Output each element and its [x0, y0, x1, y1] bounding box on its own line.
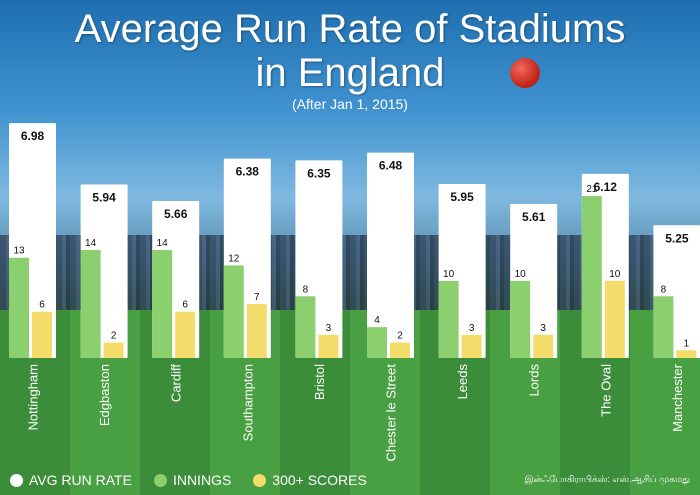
scores-label: 3 — [469, 323, 475, 334]
avg-run-rate-label: 6.48 — [379, 159, 403, 173]
scores-bar — [604, 280, 625, 358]
legend-item-innings: INNINGS — [153, 472, 232, 488]
category-label: Edgbaston — [97, 364, 112, 426]
scores-label: 3 — [326, 323, 332, 334]
innings-label: 8 — [661, 284, 667, 295]
scores-bar — [175, 311, 196, 358]
innings-label: 8 — [303, 284, 309, 295]
innings-bar — [223, 265, 244, 358]
legend-label-scores: 300+ SCORES — [272, 472, 367, 488]
category-label: Lords — [527, 364, 542, 397]
scores-label: 10 — [609, 269, 621, 280]
avg-run-rate-bar — [367, 152, 414, 358]
legend-item-scores: 300+ SCORES — [253, 472, 367, 488]
chart-title-line2: in England — [255, 51, 445, 95]
cricket-ball-icon — [510, 58, 540, 88]
legend-label-innings: INNINGS — [172, 472, 232, 488]
scores-label: 6 — [182, 300, 188, 311]
category-label: Manchester — [670, 363, 685, 432]
legend-label-avg: AVG RUN RATE — [29, 472, 132, 488]
innings-label: 21 — [586, 184, 598, 195]
innings-label: 13 — [13, 246, 25, 257]
avg-run-rate-label: 5.95 — [450, 190, 474, 204]
category-label: Southampton — [240, 364, 255, 441]
category-label: Nottingham — [26, 364, 41, 430]
scores-bar — [103, 342, 124, 358]
avg-run-rate-label: 6.98 — [21, 129, 45, 143]
scores-label: 2 — [397, 331, 403, 342]
legend: AVG RUN RATE INNINGS 300+ SCORES — [10, 470, 389, 490]
avg-run-rate-label: 6.12 — [594, 180, 618, 194]
scores-bar — [32, 311, 52, 358]
innings-bar — [510, 280, 531, 358]
innings-label: 10 — [515, 269, 527, 280]
avg-run-rate-label: 6.35 — [307, 166, 331, 180]
innings-label: 14 — [85, 238, 97, 249]
scores-label: 2 — [111, 331, 117, 342]
innings-bar — [295, 296, 316, 358]
innings-bar — [438, 280, 459, 358]
avg-run-rate-label: 5.61 — [522, 210, 546, 224]
chart-subtitle: (After Jan 1, 2015) — [292, 96, 408, 112]
innings-bar — [9, 257, 29, 358]
innings-label: 14 — [157, 238, 169, 249]
avg-run-rate-label: 5.25 — [665, 231, 689, 245]
innings-bar — [367, 327, 387, 358]
credit-text: இன்ஃபோகிராபிக்ஸ்: எஸ்.ஆசிப் முகமது — [524, 474, 690, 484]
scores-bar — [390, 342, 410, 358]
innings-bar — [152, 250, 173, 358]
avg-run-rate-label: 6.38 — [236, 165, 260, 179]
scores-bar — [676, 350, 697, 358]
legend-swatch-innings — [153, 473, 167, 487]
innings-bar — [653, 296, 674, 358]
innings-label: 10 — [443, 269, 455, 280]
innings-label: 4 — [374, 315, 380, 326]
category-label: Cardiff — [169, 364, 184, 402]
legend-swatch-avg — [10, 473, 23, 487]
category-label: Chester le Street — [384, 364, 399, 462]
scores-bar — [318, 334, 339, 358]
category-label: The Oval — [598, 364, 613, 417]
avg-run-rate-label: 5.94 — [92, 191, 116, 205]
category-label: Bristol — [312, 364, 327, 400]
scores-label: 7 — [254, 292, 260, 303]
innings-bar — [581, 196, 602, 358]
legend-swatch-scores — [253, 473, 267, 487]
innings-bar — [80, 250, 101, 358]
scores-bar — [533, 334, 554, 358]
chart-title-line1: Average Run Rate of Stadiums — [74, 7, 626, 51]
scores-label: 3 — [540, 323, 546, 334]
scores-label: 1 — [684, 338, 690, 349]
category-label: Leeds — [455, 364, 470, 400]
scores-bar — [461, 334, 482, 358]
scores-bar — [246, 304, 267, 358]
innings-label: 12 — [228, 253, 240, 264]
avg-run-rate-label: 5.66 — [164, 207, 188, 221]
scores-label: 6 — [39, 300, 45, 311]
legend-item-avg: AVG RUN RATE — [10, 472, 132, 488]
